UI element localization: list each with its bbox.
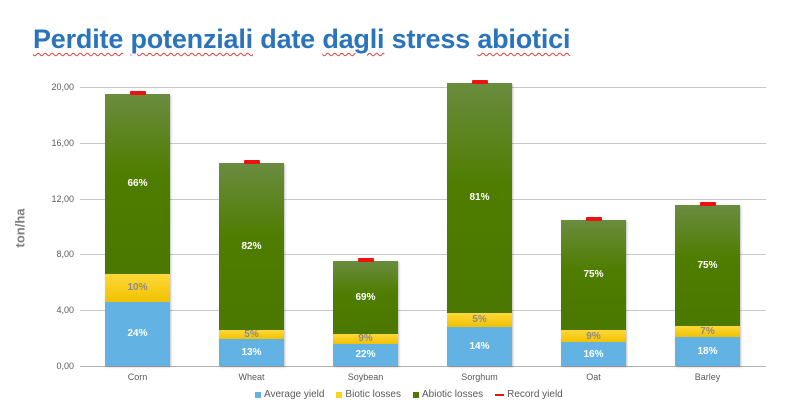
gridline xyxy=(80,143,766,144)
gridline xyxy=(80,310,766,311)
legend: Average yield Biotic losses Abiotic losses… xyxy=(255,389,563,400)
legend-swatch-icon xyxy=(255,391,261,398)
average-yield-segment[interactable]: 16% xyxy=(561,342,626,366)
chart-title: Perdite potenziali date dagli stress abi… xyxy=(33,24,570,55)
title-word: dagli xyxy=(322,24,385,54)
abiotic-losses-segment[interactable]: 81% xyxy=(447,82,512,313)
legend-swatch-icon xyxy=(413,391,419,398)
y-tick-label: 20,00 xyxy=(51,82,74,92)
legend-label: Biotic losses xyxy=(345,389,401,400)
record-yield-marker[interactable] xyxy=(699,201,716,206)
abiotic-losses-segment[interactable]: 82% xyxy=(219,163,284,330)
biotic-losses-segment[interactable]: 10% xyxy=(105,273,170,302)
y-tick-label: 16,00 xyxy=(51,137,74,148)
biotic-losses-segment[interactable]: 5% xyxy=(219,329,284,340)
abiotic-losses-segment[interactable]: 69% xyxy=(333,261,398,334)
x-category-label: Barley xyxy=(694,372,721,382)
biotic-losses-segment[interactable]: 5% xyxy=(447,313,512,327)
average-yield-segment[interactable]: 13% xyxy=(219,339,284,366)
bar-oat[interactable]: 16% 9% 75% xyxy=(561,219,626,366)
y-tick-label: 12,00 xyxy=(51,193,74,204)
bar-barley[interactable]: 18% 7% 75% xyxy=(675,204,740,366)
abiotic-losses-segment[interactable]: 66% xyxy=(105,93,170,274)
gridline xyxy=(80,87,766,88)
biotic-losses-segment[interactable]: 7% xyxy=(675,325,740,337)
record-yield-marker[interactable] xyxy=(243,160,260,165)
legend-item-record-yield[interactable]: Record yield xyxy=(495,389,563,400)
legend-label: Record yield xyxy=(507,389,563,400)
abiotic-losses-segment[interactable]: 75% xyxy=(561,219,626,330)
bar-soybean[interactable]: 22% 9% 69% xyxy=(333,261,398,366)
record-yield-marker[interactable] xyxy=(129,90,146,95)
record-yield-marker[interactable] xyxy=(357,258,374,263)
average-yield-segment[interactable]: 22% xyxy=(333,343,398,366)
average-yield-segment[interactable]: 18% xyxy=(675,336,740,366)
abiotic-losses-segment[interactable]: 75% xyxy=(675,204,740,326)
legend-label: Average yield xyxy=(264,389,325,400)
x-category-label: Soybean xyxy=(347,372,384,382)
record-yield-marker[interactable] xyxy=(471,79,488,84)
x-category-label: Sorghum xyxy=(461,372,498,382)
biotic-losses-segment[interactable]: 9% xyxy=(561,329,626,343)
y-tick-label: 8,00 xyxy=(56,249,74,260)
record-yield-marker[interactable] xyxy=(585,216,602,221)
bar-wheat[interactable]: 13% 5% 82% xyxy=(219,163,284,366)
legend-label: Abiotic losses xyxy=(422,389,484,400)
y-tick-label: 0,00 xyxy=(56,361,74,371)
title-word: Perdite xyxy=(33,24,124,54)
title-word: stress xyxy=(391,24,471,54)
legend-swatch-icon xyxy=(336,391,343,398)
legend-item-abiotic-losses[interactable]: Abiotic losses xyxy=(413,389,483,400)
bar-corn[interactable]: 24% 10% 66% xyxy=(105,93,170,366)
average-yield-segment[interactable]: 14% xyxy=(447,326,512,366)
title-word: date xyxy=(260,24,315,54)
x-category-label: Corn xyxy=(127,372,148,382)
gridline xyxy=(80,199,766,200)
bar-sorghum[interactable]: 14% 5% 81% xyxy=(447,82,512,366)
biotic-losses-segment[interactable]: 9% xyxy=(333,333,398,344)
y-tick-label: 4,00 xyxy=(56,305,74,316)
x-category-label: Oat xyxy=(586,372,601,382)
title-word: abiotici xyxy=(477,24,571,54)
x-category-label: Wheat xyxy=(238,372,265,382)
y-axis-label: ton/ha xyxy=(12,208,28,248)
legend-swatch-icon xyxy=(495,393,505,396)
title-word: potenziali xyxy=(130,24,253,54)
average-yield-segment[interactable]: 24% xyxy=(105,301,170,366)
legend-item-biotic-losses[interactable]: Biotic losses xyxy=(336,389,401,400)
legend-item-average-yield[interactable]: Average yield xyxy=(255,389,324,400)
gridline xyxy=(80,254,766,255)
gridline xyxy=(80,366,766,367)
